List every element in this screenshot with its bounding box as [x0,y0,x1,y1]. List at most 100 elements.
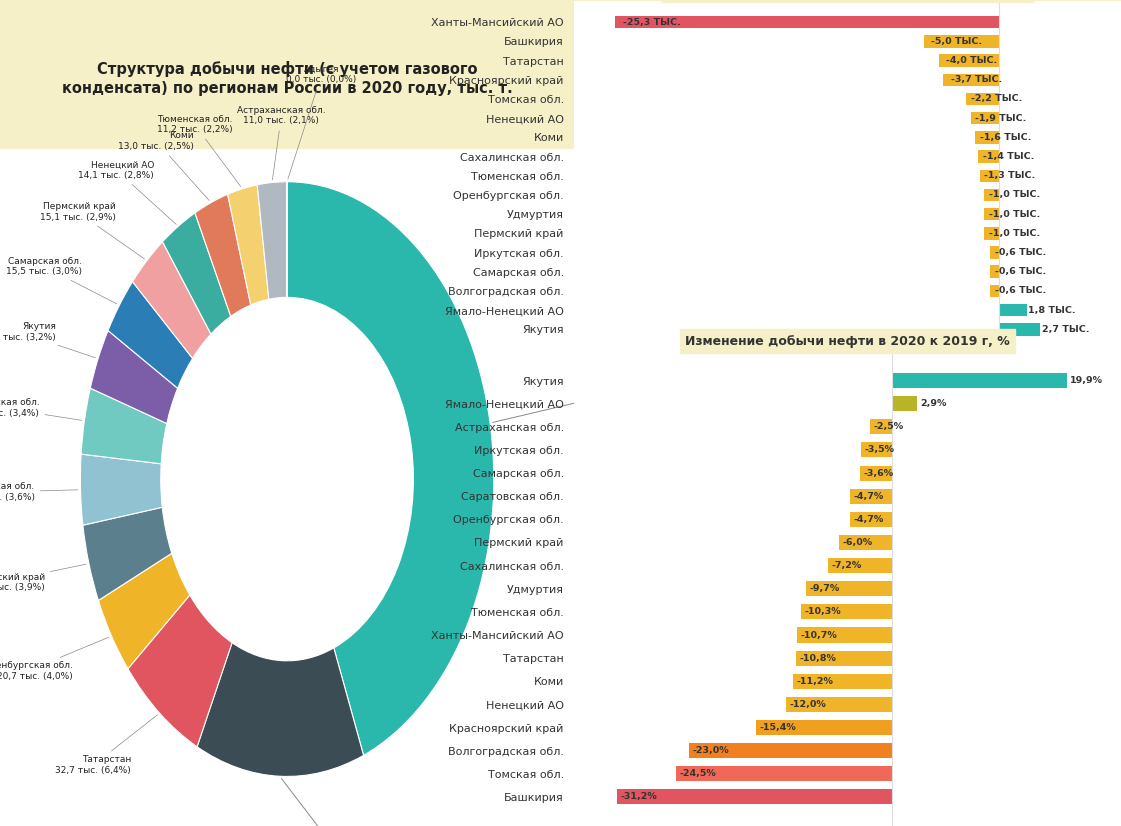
Bar [891,396,917,411]
Wedge shape [91,330,177,424]
Text: 2,9%: 2,9% [920,399,946,408]
Bar [980,169,1000,182]
Text: -3,7 ТЫС.: -3,7 ТЫС. [951,75,1002,84]
Bar [861,443,891,458]
Text: Коми
13,0 тыс. (2,5%): Коми 13,0 тыс. (2,5%) [118,131,210,201]
Wedge shape [163,213,231,334]
Bar [828,558,891,573]
Bar [839,535,891,550]
Wedge shape [99,553,189,669]
Text: Тюменская обл.
11,2 тыс. (2,2%): Тюменская обл. 11,2 тыс. (2,2%) [157,115,241,187]
Text: Структура добычи нефти (с учетом газового
конденсата) по регионам России в 2020 : Структура добычи нефти (с учетом газовог… [62,60,512,97]
Text: Ханты-Мансийский АО
210,8 тыс. (41,1%): Ханты-Мансийский АО 210,8 тыс. (41,1%) [493,369,738,422]
Text: -1,9 ТЫС.: -1,9 ТЫС. [975,114,1027,123]
Bar [975,131,1000,144]
FancyBboxPatch shape [0,0,574,149]
Text: -1,3 ТЫС.: -1,3 ТЫС. [984,171,1036,180]
Wedge shape [287,182,493,755]
Bar [850,512,891,527]
Text: Астраханская обл.
11,0 тыс. (2,1%): Астраханская обл. 11,0 тыс. (2,1%) [237,106,326,180]
Bar [797,628,891,643]
Wedge shape [257,182,287,299]
Text: -1,6 ТЫС.: -1,6 ТЫС. [980,133,1031,142]
Text: -1,0 ТЫС.: -1,0 ТЫС. [989,229,1040,238]
Text: Адыгея
0,0 тыс. (0,0%): Адыгея 0,0 тыс. (0,0%) [286,64,356,179]
Text: Оренбургская обл.
20,7 тыс. (4,0%): Оренбургская обл. 20,7 тыс. (4,0%) [0,637,109,681]
Bar [966,93,1000,105]
Text: -0,6 ТЫС.: -0,6 ТЫС. [995,248,1046,257]
Bar [850,489,891,504]
Bar [806,582,891,596]
Text: -10,3%: -10,3% [805,607,841,616]
Bar [1000,323,1040,335]
Bar [990,285,1000,297]
Wedge shape [81,454,163,525]
Bar [984,188,1000,202]
Wedge shape [197,643,363,776]
Bar [979,150,1000,163]
Bar [971,112,1000,125]
Text: Татарстан
32,7 тыс. (6,4%): Татарстан 32,7 тыс. (6,4%) [56,714,157,775]
Wedge shape [81,388,167,464]
Bar [617,790,891,805]
Text: Иркутская обл.
17,3 тыс. (3,4%): Иркутская обл. 17,3 тыс. (3,4%) [0,398,82,420]
Text: -0,6 ТЫС.: -0,6 ТЫС. [995,287,1046,296]
Bar [990,246,1000,259]
Text: -25,3 ТЫС.: -25,3 ТЫС. [623,17,680,26]
Text: Сахалинская обл.
18,3 тыс. (3,6%): Сахалинская обл. 18,3 тыс. (3,6%) [0,482,77,502]
Title: Изменение добычи нефти в 2020 к 2019 г, %: Изменение добычи нефти в 2020 к 2019 г, … [685,335,1010,348]
Wedge shape [83,507,172,601]
Wedge shape [132,242,211,358]
Text: Ненецкий АО
14,1 тыс. (2,8%): Ненецкий АО 14,1 тыс. (2,8%) [78,160,176,225]
Text: Красноярский край
20,2 тыс. (3,9%): Красноярский край 20,2 тыс. (3,9%) [0,564,86,592]
Text: -3,5%: -3,5% [864,445,895,454]
Text: -7,2%: -7,2% [832,561,862,570]
Text: Пермский край
15,1 тыс. (2,9%): Пермский край 15,1 тыс. (2,9%) [40,202,145,259]
Text: -3,6%: -3,6% [863,468,893,477]
Text: -1,0 ТЫС.: -1,0 ТЫС. [989,210,1040,219]
Bar [786,697,891,712]
Bar [793,674,891,689]
Text: -11,2%: -11,2% [796,676,833,686]
Wedge shape [228,185,269,305]
Text: -15,4%: -15,4% [759,723,796,732]
Bar [860,466,891,481]
Text: 2,7 ТЫС.: 2,7 ТЫС. [1043,325,1090,334]
Text: -10,8%: -10,8% [800,653,837,662]
Bar [1000,304,1027,316]
Wedge shape [128,595,232,747]
Bar [990,265,1000,278]
Text: Якутия
16,2 тыс. (3,2%): Якутия 16,2 тыс. (3,2%) [0,322,95,358]
Text: -9,7%: -9,7% [809,584,840,593]
Bar [615,16,1000,28]
Bar [756,720,891,735]
Wedge shape [108,282,193,388]
Bar [676,767,891,781]
Text: -10,7%: -10,7% [800,630,837,639]
Bar [796,651,891,666]
Bar [688,743,891,758]
Text: 19,9%: 19,9% [1069,376,1103,385]
Text: -4,7%: -4,7% [854,491,884,501]
Text: -6,0%: -6,0% [842,538,872,547]
Text: -2,5%: -2,5% [873,422,904,431]
Bar [924,36,1000,48]
Text: -24,5%: -24,5% [679,769,716,778]
Text: -5,0 ТЫС.: -5,0 ТЫС. [932,37,982,46]
Text: 1,8 ТЫС.: 1,8 ТЫС. [1028,306,1076,315]
Text: -4,7%: -4,7% [854,515,884,524]
Text: Ямало-Ненецкий АО
63,3 тыс. (12,3%): Ямало-Ненецкий АО 63,3 тыс. (12,3%) [281,778,448,826]
Text: -23,0%: -23,0% [693,746,729,755]
Bar [984,208,1000,221]
Text: Самарская обл.
15,5 тыс. (3,0%): Самарская обл. 15,5 тыс. (3,0%) [6,257,117,304]
Text: -4,0 ТЫС.: -4,0 ТЫС. [946,56,998,65]
Bar [800,605,891,620]
Bar [943,74,1000,86]
Text: -2,2 ТЫС.: -2,2 ТЫС. [971,94,1022,103]
Text: -1,0 ТЫС.: -1,0 ТЫС. [989,191,1040,199]
Wedge shape [195,194,251,316]
Bar [891,373,1067,388]
Bar [870,420,891,434]
Bar [984,227,1000,240]
Bar [938,55,1000,67]
